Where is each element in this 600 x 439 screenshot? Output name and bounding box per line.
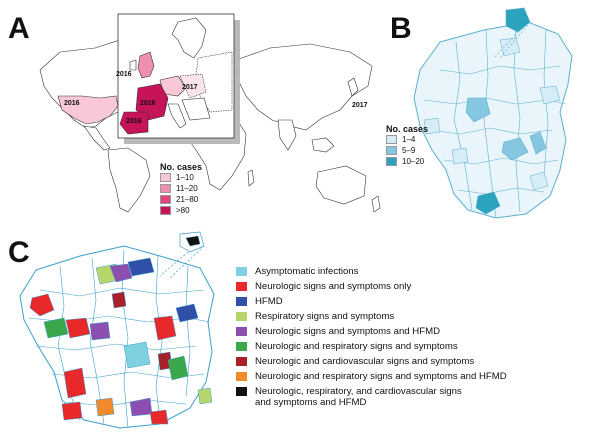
- legend-item: Respiratory signs and symptoms: [236, 311, 596, 322]
- legend-swatch: [236, 372, 247, 381]
- dept-resp-2: [197, 387, 213, 405]
- dept-neuro-resp-2: [167, 355, 189, 381]
- legend-swatch: [160, 184, 171, 193]
- legend-swatch: [386, 135, 397, 144]
- legend-swatch: [236, 387, 247, 396]
- legend-label: Neurologic signs and symptoms and HFMD: [255, 326, 441, 337]
- legend-label: Neurologic, respiratory, and cardiovascu…: [255, 386, 462, 408]
- world-legend-title: No. cases: [160, 162, 203, 172]
- legend-label: 1–4: [402, 135, 416, 144]
- dept-neuro-hfmd-2: [89, 321, 111, 341]
- dept-cardio-1: [111, 291, 127, 309]
- legend-label: 21–80: [176, 195, 199, 204]
- legend-item: >80: [160, 205, 202, 216]
- paris-inset-b: [505, 7, 531, 33]
- france-region: [135, 83, 169, 121]
- legend-swatch: [236, 357, 247, 366]
- dept-neuro-2: [65, 317, 91, 339]
- legend-item: Neurologic signs and symptoms only: [236, 281, 596, 292]
- dept-neuro-1: [29, 293, 55, 317]
- panel-letter-b: B: [390, 12, 412, 45]
- dept-orange-1: [95, 397, 115, 417]
- legend-item: 11–20: [160, 183, 202, 194]
- france-signs-legend: Asymptomatic infections Neurologic signs …: [236, 266, 596, 412]
- world-map-legend: No. cases 1–10 11–20 21–80 >80: [160, 162, 202, 216]
- year-label-poland: 2017: [182, 84, 198, 91]
- year-label-usa: 2016: [64, 100, 80, 107]
- spain-region: [119, 111, 149, 135]
- legend-item: HFMD: [236, 296, 596, 307]
- dept-neuro-5: [61, 401, 83, 421]
- legend-swatch: [236, 342, 247, 351]
- legend-swatch: [236, 282, 247, 291]
- legend-swatch: [236, 312, 247, 321]
- legend-label: Neurologic and respiratory signs and sym…: [255, 371, 507, 382]
- dept-neuro-resp-1: [43, 317, 69, 339]
- dept-neuro-3: [153, 315, 177, 341]
- legend-label: Neurologic and cardiovascular signs and …: [255, 356, 475, 367]
- legend-label: 10–20: [402, 157, 425, 166]
- legend-label: 11–20: [176, 184, 198, 193]
- legend-label: 5–9: [402, 146, 416, 155]
- legend-item: Asymptomatic infections: [236, 266, 596, 277]
- legend-swatch: [386, 157, 397, 166]
- dept-hfmd-1: [127, 257, 155, 277]
- panel-letter-c: C: [8, 236, 30, 269]
- legend-swatch: [160, 206, 171, 215]
- year-label-uk: 2016: [116, 71, 132, 78]
- legend-label: Asymptomatic infections: [255, 266, 359, 277]
- dept-10-20-south: [475, 191, 501, 215]
- year-label-spain: 2016: [126, 118, 142, 125]
- panel-letter-a: A: [8, 12, 30, 45]
- legend-item: Neurologic, respiratory, and cardiovascu…: [236, 386, 596, 408]
- legend-item: 21–80: [160, 194, 202, 205]
- dept-5-9-east: [501, 137, 529, 161]
- legend-label: >80: [176, 206, 190, 215]
- legend-item: 10–20: [386, 156, 428, 167]
- legend-label: Respiratory signs and symptoms: [255, 311, 395, 322]
- legend-item: Neurologic and respiratory signs and sym…: [236, 341, 596, 352]
- france-cases-legend-title: No. cases: [386, 124, 429, 134]
- dept-orange-2: [149, 409, 169, 425]
- legend-swatch: [236, 297, 247, 306]
- legend-swatch: [160, 195, 171, 204]
- legend-label: 1–10: [176, 173, 194, 182]
- usa-region: [57, 95, 119, 125]
- legend-swatch: [160, 173, 171, 182]
- dept-asymp-1: [123, 341, 151, 369]
- legend-label: Neurologic and respiratory signs and sym…: [255, 341, 458, 352]
- legend-swatch: [236, 267, 247, 276]
- legend-item: Neurologic and cardiovascular signs and …: [236, 356, 596, 367]
- dept-neuro-4: [63, 367, 87, 399]
- legend-swatch: [386, 146, 397, 155]
- france-cases-legend: No. cases 1–4 5–9 10–20: [386, 124, 428, 167]
- legend-item: Neurologic and respiratory signs and sym…: [236, 371, 596, 382]
- legend-label: Neurologic signs and symptoms only: [255, 281, 412, 292]
- legend-item: Neurologic signs and symptoms and HFMD: [236, 326, 596, 337]
- dept-hfmd-2: [175, 303, 199, 323]
- legend-swatch: [236, 327, 247, 336]
- dept-5-9-center: [465, 97, 491, 123]
- year-label-france: 2016: [140, 100, 156, 107]
- legend-label: HFMD: [255, 296, 283, 307]
- dept-neuro-hfmd-1: [109, 263, 133, 283]
- legend-item: 1–4: [386, 134, 428, 145]
- uk-region: [137, 51, 155, 79]
- year-label-japan: 2017: [352, 102, 368, 109]
- legend-item: 1–10: [160, 172, 202, 183]
- legend-item: 5–9: [386, 145, 428, 156]
